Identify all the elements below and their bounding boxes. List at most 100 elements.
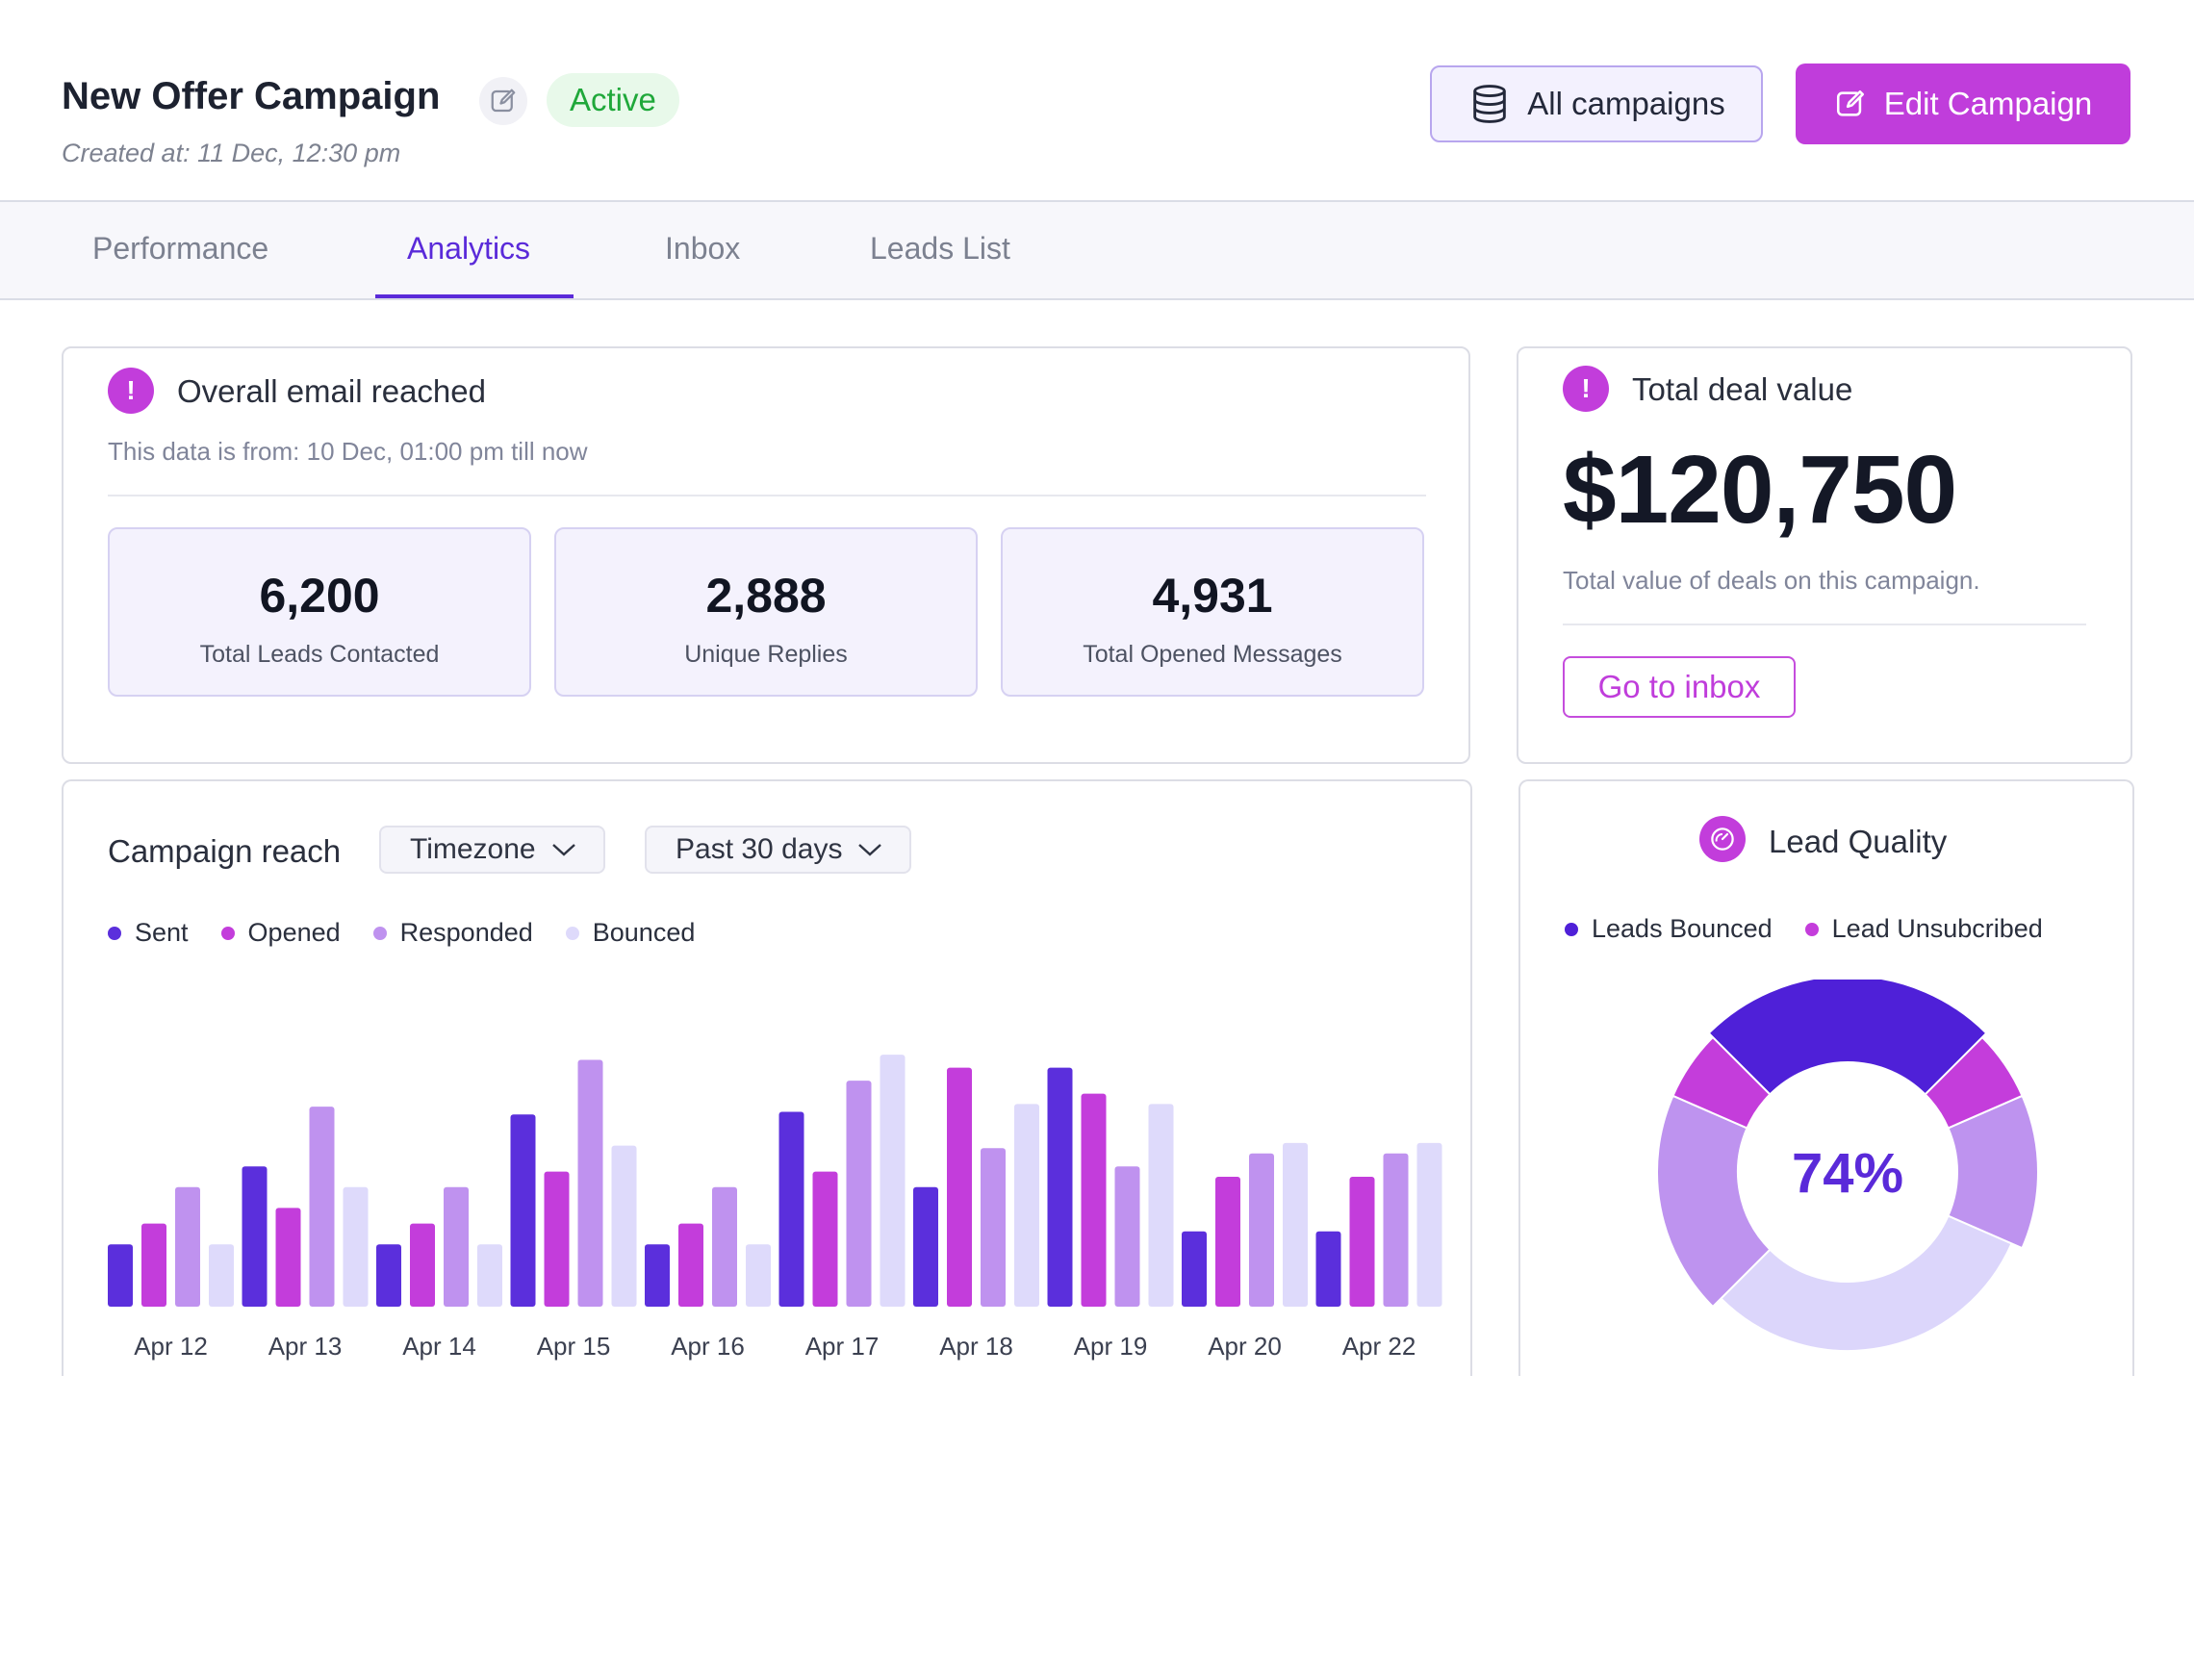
bar-opened-apr-15: [544, 1171, 570, 1307]
x-tick-label: Apr 22: [1342, 1332, 1416, 1361]
lead-quality-title: Lead Quality: [1769, 824, 1948, 859]
timezone-dropdown[interactable]: Timezone: [379, 826, 605, 874]
stat-value: 4,931: [1152, 569, 1273, 623]
stat-box-leads-contacted: 6,200 Total Leads Contacted: [108, 527, 531, 697]
legend-label: Opened: [247, 918, 341, 947]
stat-label: Unique Replies: [684, 641, 848, 668]
x-tick-label: Apr 13: [268, 1332, 343, 1361]
x-tick-label: Apr 20: [1208, 1332, 1282, 1361]
tab-leads-list[interactable]: Leads List: [870, 231, 1010, 266]
page-title: New Offer Campaign: [62, 75, 441, 117]
bar-opened-apr-13: [275, 1208, 301, 1307]
bar-sent-apr-14: [376, 1244, 401, 1307]
all-campaigns-label: All campaigns: [1527, 86, 1725, 121]
edit-campaign-label: Edit Campaign: [1883, 86, 2093, 121]
bar-sent-apr-16: [645, 1244, 670, 1307]
active-tab-indicator: [375, 294, 574, 298]
date-range-dropdown[interactable]: Past 30 days: [645, 826, 912, 874]
legend-label: Bounced: [592, 918, 696, 947]
donut-slice-1: [1924, 1035, 2024, 1130]
bar-opened-apr-19: [1081, 1093, 1107, 1307]
bar-responded-apr-20: [1249, 1153, 1274, 1307]
legend-label: Leads Bounced: [1592, 914, 1773, 943]
bar-opened-apr-22: [1349, 1177, 1375, 1307]
bar-responded-apr-22: [1383, 1153, 1409, 1307]
x-tick-label: Apr 18: [939, 1332, 1013, 1361]
bar-sent-apr-12: [108, 1244, 133, 1307]
stat-value: 6,200: [259, 569, 380, 623]
divider: [108, 495, 1426, 496]
date-range-dropdown-label: Past 30 days: [676, 833, 843, 865]
legend-dot: [108, 926, 121, 940]
bar-bounced-apr-14: [477, 1244, 502, 1307]
bar-opened-apr-18: [947, 1067, 972, 1307]
email-reached-title: Overall email reached: [177, 373, 486, 409]
bar-bounced-apr-18: [1014, 1104, 1039, 1307]
bar-bounced-apr-13: [343, 1186, 369, 1307]
stat-label: Total Opened Messages: [1083, 641, 1342, 668]
go-to-inbox-button[interactable]: Go to inbox: [1563, 656, 1796, 718]
stat-box-opened-messages: 4,931 Total Opened Messages: [1001, 527, 1424, 697]
tab-inbox[interactable]: Inbox: [665, 231, 741, 266]
legend-item-opened: Opened: [220, 918, 341, 948]
bar-bounced-apr-20: [1283, 1142, 1308, 1307]
legend-dot: [1804, 922, 1819, 936]
x-tick-label: Apr 15: [537, 1332, 611, 1361]
bar-sent-apr-13: [242, 1166, 268, 1307]
edit-campaign-button[interactable]: Edit Campaign: [1796, 64, 2130, 144]
bar-responded-apr-17: [846, 1081, 872, 1307]
legend-item-leads-bounced: Leads Bounced: [1565, 914, 1773, 944]
database-icon: [1473, 85, 1507, 123]
donut-slice-3: [1720, 1214, 2013, 1352]
x-tick-label: Apr 14: [402, 1332, 476, 1361]
bar-responded-apr-15: [577, 1059, 603, 1307]
legend-item-sent: Sent: [108, 918, 189, 948]
legend-label: Responded: [399, 918, 533, 947]
donut-slice-4: [1656, 1094, 1772, 1309]
alert-icon: !: [108, 368, 154, 414]
legend-dot: [1565, 922, 1578, 936]
bar-sent-apr-22: [1315, 1231, 1341, 1307]
legend-dot: [565, 926, 579, 940]
edit-title-button[interactable]: [479, 77, 527, 125]
bar-responded-apr-18: [981, 1148, 1006, 1307]
deal-value-amount: $120,750: [1563, 436, 1957, 544]
legend-item-lead-unsubscribed: Lead Unsubcribed: [1804, 914, 2043, 944]
donut-legend: Leads Bounced Lead Unsubcribed: [1565, 914, 2043, 944]
bar-bounced-apr-12: [209, 1244, 234, 1307]
legend-label: Lead Unsubcribed: [1831, 914, 2043, 943]
bar-bounced-apr-17: [880, 1055, 906, 1307]
all-campaigns-button[interactable]: All campaigns: [1430, 65, 1763, 142]
bar-bounced-apr-15: [611, 1145, 637, 1307]
pencil-icon: [491, 89, 516, 113]
bar-responded-apr-12: [175, 1186, 200, 1307]
tab-performance[interactable]: Performance: [92, 231, 269, 266]
bar-bounced-apr-16: [746, 1244, 771, 1307]
bar-sent-apr-20: [1182, 1231, 1207, 1307]
legend-item-bounced: Bounced: [565, 918, 696, 948]
legend-label: Sent: [135, 918, 189, 947]
donut-center-percent: 74%: [1791, 1142, 1904, 1205]
deal-value-title: Total deal value: [1632, 371, 1853, 407]
bar-opened-apr-20: [1215, 1177, 1240, 1307]
bar-opened-apr-17: [812, 1171, 838, 1307]
legend-dot: [220, 926, 235, 940]
chevron-down-icon: [551, 844, 575, 856]
stat-label: Total Leads Contacted: [199, 641, 440, 668]
x-tick-label: Apr 16: [671, 1332, 745, 1361]
bar-opened-apr-14: [410, 1223, 435, 1307]
bar-responded-apr-16: [712, 1186, 737, 1307]
timezone-dropdown-label: Timezone: [410, 833, 536, 865]
bar-sent-apr-17: [778, 1111, 804, 1307]
alert-icon: !: [1563, 366, 1609, 412]
deal-value-subtitle: Total value of deals on this campaign.: [1563, 566, 1980, 595]
legend-item-responded: Responded: [372, 918, 533, 948]
donut-slice-2: [1947, 1094, 2039, 1250]
stat-value: 2,888: [705, 569, 827, 623]
bar-sent-apr-19: [1047, 1067, 1073, 1307]
stat-box-unique-replies: 2,888 Unique Replies: [554, 527, 978, 697]
tab-analytics[interactable]: Analytics: [407, 231, 531, 266]
x-tick-label: Apr 12: [134, 1332, 208, 1361]
bar-sent-apr-18: [913, 1186, 938, 1307]
legend-dot: [372, 926, 387, 940]
